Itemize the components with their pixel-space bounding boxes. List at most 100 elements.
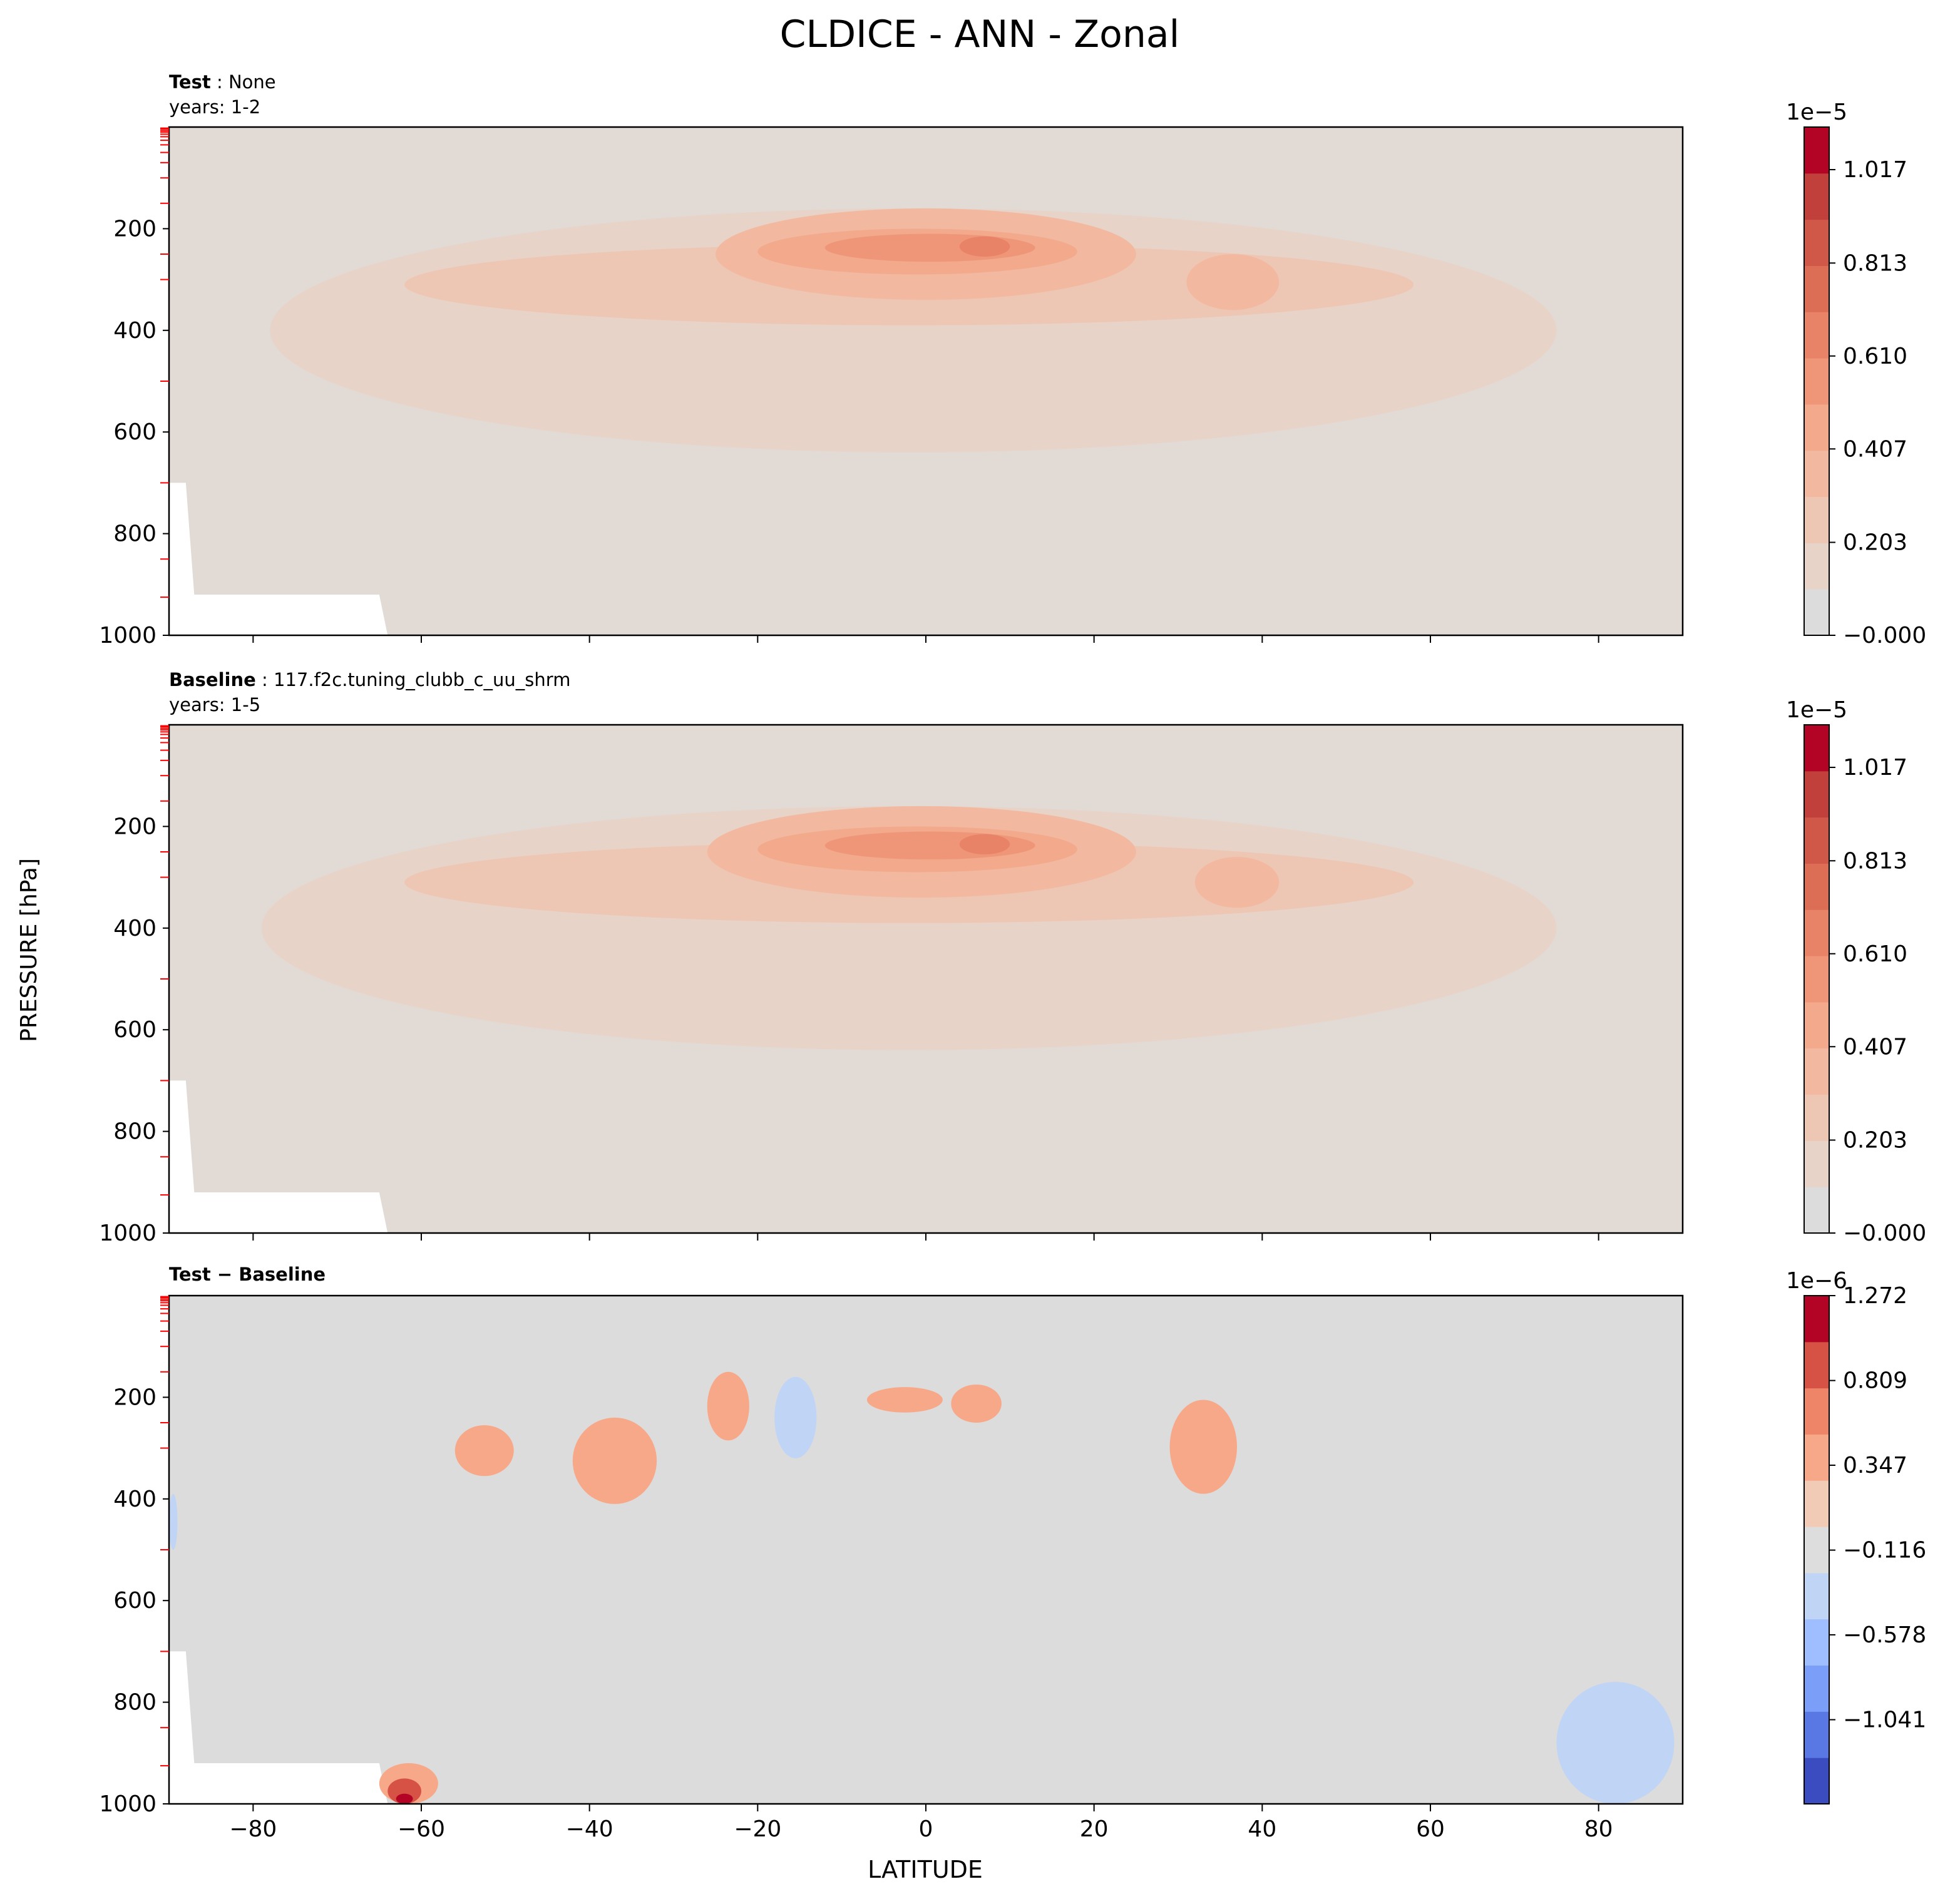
colorbar-tick-label: 0.813 bbox=[1843, 848, 1907, 874]
plot-area bbox=[169, 1296, 1683, 1804]
contour-region bbox=[866, 1387, 943, 1413]
colorbar-swatch bbox=[1804, 1341, 1829, 1389]
contour-region bbox=[1556, 1682, 1675, 1804]
contour-region bbox=[951, 1385, 1002, 1423]
contour-region bbox=[169, 1493, 178, 1550]
panel-title-bold: Baseline bbox=[169, 669, 256, 690]
panel-title-bold: Test − Baseline bbox=[169, 1264, 326, 1285]
missing-data-region bbox=[169, 1651, 388, 1804]
colorbar-swatch bbox=[1804, 404, 1829, 451]
colorbar-swatch bbox=[1804, 589, 1829, 636]
colorbar-swatch bbox=[1804, 1572, 1829, 1620]
missing-data-region bbox=[169, 1080, 388, 1233]
contour-region bbox=[774, 1376, 817, 1458]
y-tick-label: 200 bbox=[113, 216, 156, 242]
y-tick-label: 600 bbox=[113, 419, 156, 445]
colorbar-swatch bbox=[1804, 312, 1829, 359]
x-tick-label: 60 bbox=[1416, 1816, 1445, 1842]
panel-title: Baseline : 117.f2c.tuning_clubb_c_uu_shr… bbox=[169, 669, 570, 690]
panel-title-bold: Test bbox=[169, 71, 211, 93]
x-tick-label: 0 bbox=[919, 1816, 933, 1842]
y-tick-label: 1000 bbox=[99, 1221, 156, 1246]
y-tick-label: 400 bbox=[113, 916, 156, 941]
colorbar-swatch bbox=[1804, 956, 1829, 1003]
y-tick-label: 400 bbox=[113, 1487, 156, 1512]
colorbar-swatch bbox=[1804, 219, 1829, 266]
panel-baseline: 200 400 600 800 1000 Baseline : 117.f2c.tunin… bbox=[99, 669, 1926, 1246]
colorbar: −0.000 0.203 0.407 0.610 0.813 1.017 1e−5 bbox=[1786, 100, 1926, 648]
colorbar-swatch bbox=[1804, 1711, 1829, 1758]
panel-title: Test − Baseline bbox=[169, 1264, 326, 1285]
colorbar-exponent: 1e−6 bbox=[1786, 1268, 1847, 1294]
colorbar-tick-label: 0.407 bbox=[1843, 436, 1907, 462]
colorbar-swatch bbox=[1804, 1758, 1829, 1804]
colorbar-tick-label: 0.610 bbox=[1843, 941, 1907, 967]
x-tick-label: −40 bbox=[566, 1816, 613, 1842]
colorbar-tick-label: 1.017 bbox=[1843, 755, 1907, 781]
y-tick-label: 200 bbox=[113, 814, 156, 839]
y-tick-label: 200 bbox=[113, 1385, 156, 1410]
panel-subtitle: years: 1-5 bbox=[169, 694, 260, 715]
x-tick-label: 80 bbox=[1584, 1816, 1613, 1842]
colorbar-tick-label: 1.272 bbox=[1843, 1283, 1907, 1309]
x-tick-label: 40 bbox=[1248, 1816, 1276, 1842]
colorbar-tick-label: −0.116 bbox=[1843, 1538, 1926, 1564]
colorbar-swatch bbox=[1804, 1434, 1829, 1481]
colorbar-swatch bbox=[1804, 450, 1829, 498]
colorbar-exponent: 1e−5 bbox=[1786, 100, 1847, 125]
colorbar-swatch bbox=[1804, 1094, 1829, 1141]
colorbar-swatch bbox=[1804, 770, 1829, 818]
y-tick-label: 400 bbox=[113, 318, 156, 344]
contour-region bbox=[387, 1778, 422, 1804]
contour-region bbox=[959, 834, 1010, 855]
colorbar-tick-label: 0.809 bbox=[1843, 1368, 1907, 1394]
colorbar-tick-label: −1.041 bbox=[1843, 1707, 1926, 1733]
colorbar-swatch bbox=[1804, 1665, 1829, 1712]
panel-title-rest: : 117.f2c.tuning_clubb_c_uu_shrm bbox=[256, 669, 571, 690]
panel-title: Test : None bbox=[169, 71, 276, 93]
colorbar-swatch bbox=[1804, 1388, 1829, 1435]
y-tick-label: 600 bbox=[113, 1588, 156, 1614]
x-axis-label: LATITUDE bbox=[868, 1856, 983, 1883]
colorbar-swatch bbox=[1804, 173, 1829, 220]
colorbar-exponent: 1e−5 bbox=[1786, 697, 1847, 723]
panel-difference: 200 400 600 800 1000 −80 −60 −40 −20 0 20 40 60 80 Tes… bbox=[99, 1264, 1926, 1842]
colorbar-tick-label: 1.017 bbox=[1843, 157, 1907, 183]
colorbar-frame bbox=[1804, 126, 1830, 636]
panel-test: 200 400 600 800 1000 Test : None years: 1-2 −0.… bbox=[99, 71, 1926, 648]
x-tick-label: −20 bbox=[734, 1816, 781, 1842]
colorbar-tick-label: −0.578 bbox=[1843, 1622, 1926, 1648]
x-tick-label: 20 bbox=[1080, 1816, 1109, 1842]
panel-title-rest: : None bbox=[211, 71, 276, 93]
y-tick-label: 800 bbox=[113, 521, 156, 547]
panel-subtitle: years: 1-2 bbox=[169, 96, 260, 118]
y-tick-label: 600 bbox=[113, 1017, 156, 1043]
colorbar-swatch bbox=[1804, 265, 1829, 312]
y-tick-label: 1000 bbox=[99, 1791, 156, 1817]
colorbar-tick-label: 0.203 bbox=[1843, 530, 1907, 555]
colorbar-swatch bbox=[1804, 1001, 1829, 1049]
colorbar-tick-label: 0.407 bbox=[1843, 1034, 1907, 1060]
contour-region bbox=[707, 1371, 749, 1441]
colorbar-tick-label: 0.610 bbox=[1843, 344, 1907, 369]
colorbar-swatch bbox=[1804, 1140, 1829, 1187]
figure-title: CLDICE - ANN - Zonal bbox=[780, 13, 1180, 56]
colorbar-swatch bbox=[1804, 1619, 1829, 1666]
contour-region bbox=[1194, 857, 1280, 908]
y-tick-label: 800 bbox=[113, 1690, 156, 1716]
colorbar-swatch bbox=[1804, 909, 1829, 956]
colorbar-swatch bbox=[1804, 1296, 1829, 1343]
contour-region bbox=[454, 1425, 514, 1477]
colorbar-tick-label: −0.000 bbox=[1843, 623, 1926, 648]
contour-region bbox=[396, 1793, 413, 1804]
colorbar-swatch bbox=[1804, 863, 1829, 910]
missing-data-region bbox=[169, 483, 388, 635]
colorbar-frame bbox=[1804, 724, 1830, 1234]
colorbar-tick-label: 0.813 bbox=[1843, 250, 1907, 276]
colorbar-swatch bbox=[1804, 496, 1829, 543]
colorbar-swatch bbox=[1804, 1048, 1829, 1095]
colorbar-swatch bbox=[1804, 725, 1829, 772]
y-tick-label: 800 bbox=[113, 1119, 156, 1145]
contour-region bbox=[572, 1417, 657, 1504]
